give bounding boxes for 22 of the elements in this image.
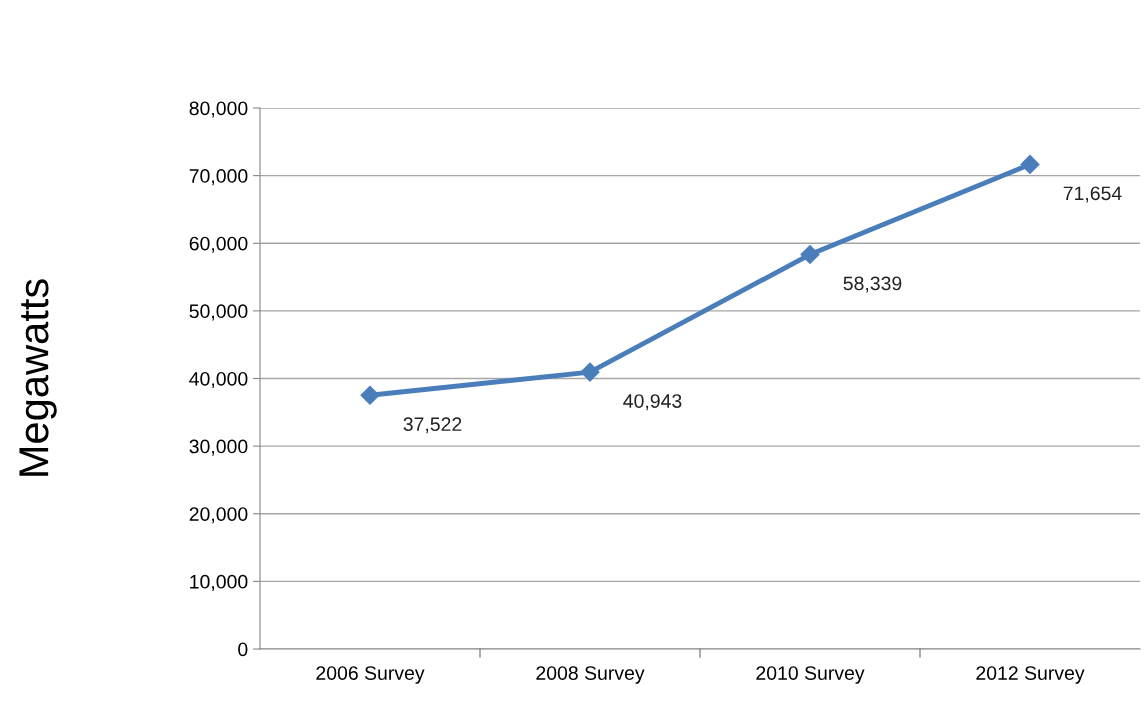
x-tick-label: 2008 Survey xyxy=(536,666,645,684)
y-tick-label: 50,000 xyxy=(189,304,248,321)
y-tick-label: 20,000 xyxy=(189,507,248,524)
data-label: 58,339 xyxy=(843,276,902,293)
data-label: 71,654 xyxy=(1063,186,1122,203)
point xyxy=(360,385,380,405)
x-tick-label: 2010 Survey xyxy=(756,666,865,684)
data-label: 37,522 xyxy=(403,417,462,434)
y-axis-title: Megawatts xyxy=(19,279,57,476)
point xyxy=(580,362,600,382)
y-tick-label: 70,000 xyxy=(189,169,248,186)
y-tick-label: 80,000 xyxy=(189,101,248,118)
y-tick-label: 0 xyxy=(238,642,248,657)
point xyxy=(1020,154,1040,174)
y-tick-label: 60,000 xyxy=(189,236,248,253)
point xyxy=(800,244,820,265)
x-tick-label: 2012 Survey xyxy=(976,666,1085,684)
data-label: 40,943 xyxy=(623,394,682,411)
y-tick-label: 30,000 xyxy=(189,439,248,456)
x-tick-label: 2006 Survey xyxy=(316,666,425,684)
y-tick-label: 10,000 xyxy=(190,574,248,591)
y-tick-label: 40,000 xyxy=(189,371,248,389)
